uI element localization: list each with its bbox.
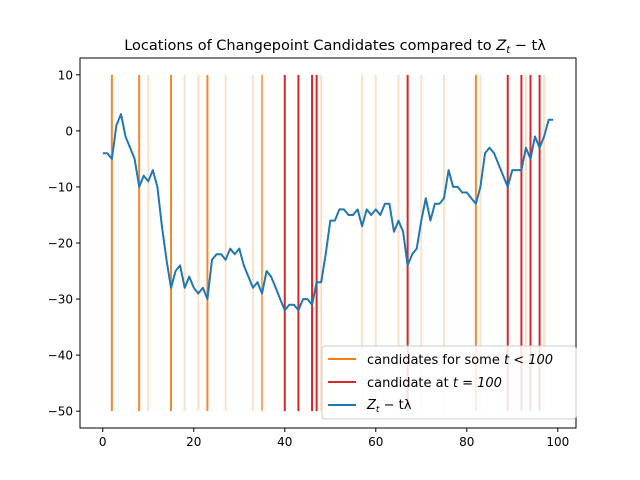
legend-label-candidates: candidates for some t < 100 (367, 353, 553, 368)
x-tick-label: 0 (99, 435, 107, 449)
x-tick-label: 100 (546, 435, 569, 449)
y-tick-label: 0 (65, 124, 73, 138)
y-tick-label: −20 (48, 237, 73, 251)
legend-label-series-main: Z (366, 398, 377, 413)
x-axis-ticks: 0 20 40 60 80 100 (99, 428, 569, 449)
title-sub: t (506, 45, 511, 56)
legend: candidates for some t < 100 candidate at… (321, 345, 577, 420)
x-tick-label: 40 (277, 435, 292, 449)
chart-title: Locations of Changepoint Candidates comp… (124, 38, 546, 56)
y-tick-label: −10 (48, 180, 73, 194)
title-suffix: − tλ (510, 38, 546, 54)
legend-box (321, 345, 577, 420)
title-main: Z (495, 38, 507, 54)
title-prefix: Locations of Changepoint Candidates comp… (124, 38, 496, 54)
x-tick-label: 20 (186, 435, 201, 449)
legend-label-series-sub: t (376, 405, 380, 415)
x-tick-label: 80 (459, 435, 474, 449)
series-line (102, 113, 554, 312)
legend-label-final-text: candidate at (367, 376, 453, 391)
legend-label-candidates-text: candidates for some (367, 353, 504, 368)
y-tick-label: −30 (48, 293, 73, 307)
final-candidate-lines (283, 74, 541, 412)
x-tick-label: 60 (368, 435, 383, 449)
y-tick-label: −40 (48, 349, 73, 363)
legend-label-candidates-math: t < 100 (504, 353, 553, 368)
y-axis-ticks: −50 −40 −30 −20 −10 0 10 (48, 68, 80, 419)
legend-label-series: Zt − tλ (366, 398, 412, 415)
legend-label-final-math: t = 100 (453, 376, 502, 391)
legend-label-final: candidate at t = 100 (367, 376, 502, 391)
y-tick-label: 10 (58, 68, 73, 82)
y-tick-label: −50 (48, 405, 73, 419)
legend-label-series-suffix: − tλ (379, 398, 411, 413)
